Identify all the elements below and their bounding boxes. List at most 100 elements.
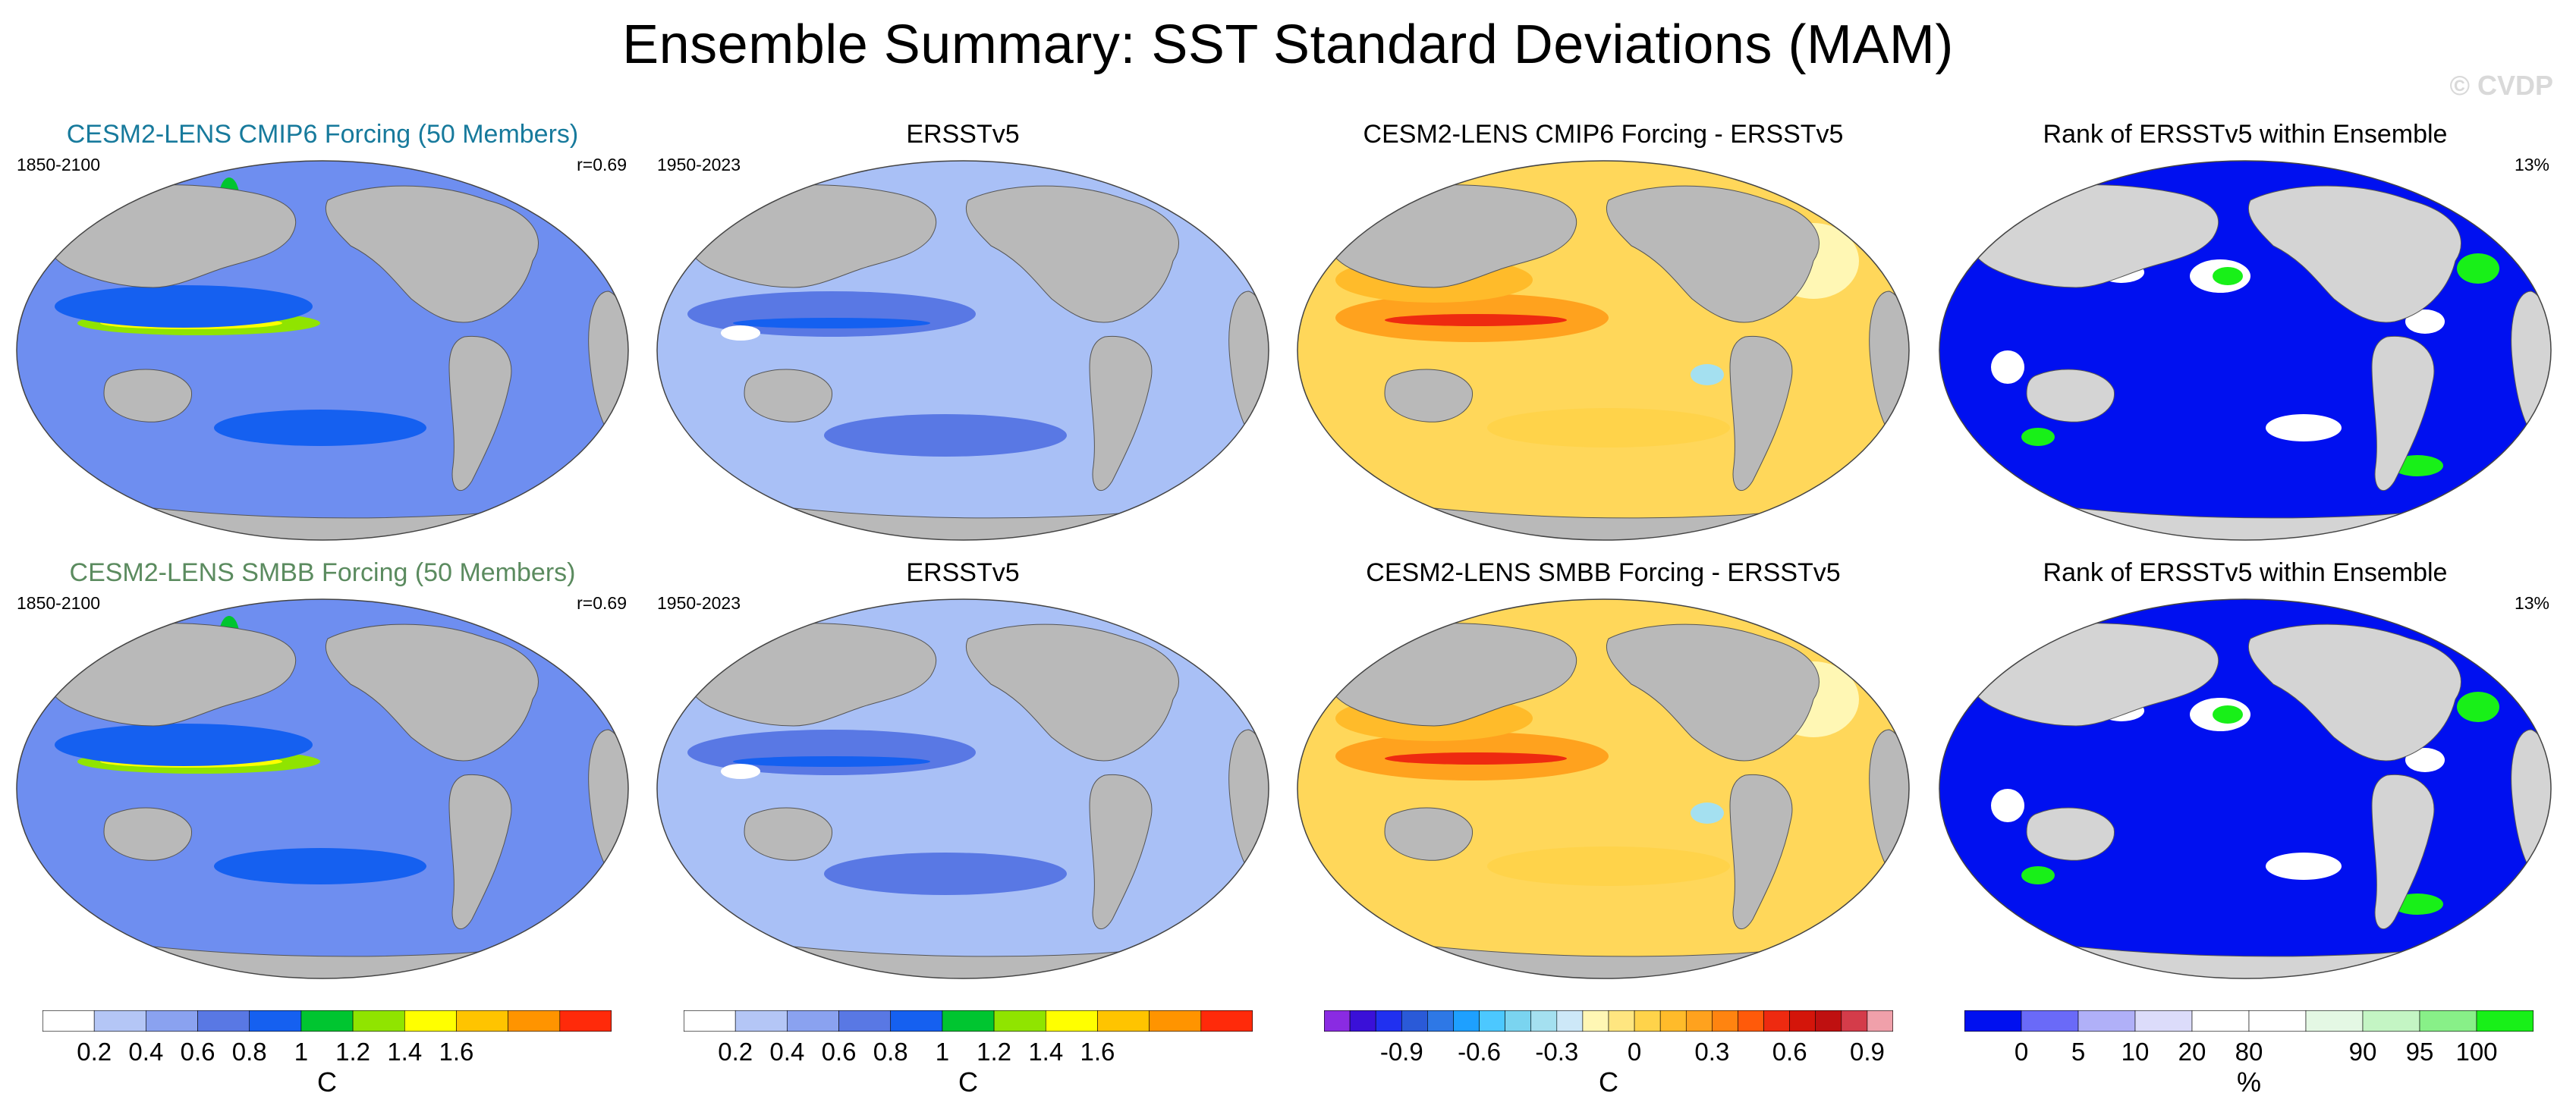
colorbar-swatch: [197, 1010, 250, 1032]
colorbar-tick-label: 1.6: [439, 1038, 474, 1066]
panel-title: CESM2-LENS CMIP6 Forcing (50 Members): [66, 120, 579, 149]
colorbar-tick-label: 20: [2178, 1038, 2206, 1066]
colorbar-swatch: [993, 1010, 1046, 1032]
tropical-pacific: [55, 724, 313, 766]
colorbar-swatch: [93, 1010, 146, 1032]
land-north-america: [965, 185, 1179, 323]
rank-green-1: [2213, 267, 2243, 285]
land-south-america: [1089, 774, 1153, 930]
sst-map: [16, 598, 629, 979]
tropical-pacific: [55, 285, 313, 328]
globe-outline: [656, 598, 1269, 979]
negative-patch: [1691, 364, 1724, 385]
colorbar-diff: -0.9 -0.6 -0.3 0 0.3 0.6 0.9 C: [1324, 1010, 1893, 1101]
southern-band: [824, 414, 1067, 457]
colorbar-tick-label: 1: [935, 1038, 950, 1066]
colorbar-tick-label: 0.2: [718, 1038, 753, 1066]
southern-band: [824, 853, 1067, 895]
colorbar-swatches: [1964, 1010, 2534, 1032]
colorbar-swatch: [838, 1010, 892, 1032]
map-layer: [1939, 161, 2551, 540]
southern-diff: [1487, 846, 1730, 886]
colorbar-swatch: [1045, 1010, 1098, 1032]
colorbar-swatch: [1712, 1010, 1738, 1032]
panel-obs-sd: ERSSTv5 1950-2023: [642, 120, 1284, 545]
rank-white-4: [2266, 853, 2342, 880]
colorbar-swatch: [1375, 1010, 1402, 1032]
panel-correlation: r=0.69: [577, 593, 627, 613]
colorbar-tick-label: 0.2: [77, 1038, 112, 1066]
colorbar-swatch: [1763, 1010, 1790, 1032]
land-australia: [1384, 369, 1473, 422]
land-north-america: [965, 623, 1179, 762]
land-australia: [103, 807, 192, 861]
colorbar-swatch: [684, 1010, 736, 1032]
colorbar-tick-label: -0.9: [1379, 1038, 1423, 1066]
rank-white-5: [1991, 789, 2024, 822]
warm-pool-low: [721, 764, 760, 779]
rank-green-2: [2457, 692, 2499, 722]
panel-title: Rank of ERSSTv5 within Ensemble: [2043, 120, 2448, 149]
colorbar-swatch: [1479, 1010, 1505, 1032]
colorbar-swatch: [1634, 1010, 1661, 1032]
colorbar-tick-label: 0.6: [1772, 1038, 1807, 1066]
equatorial-core: [733, 756, 930, 767]
colorbar-swatch: [508, 1010, 561, 1032]
colorbar-swatch: [1200, 1010, 1253, 1032]
colorbar-unit: C: [317, 1066, 337, 1098]
land-south-america: [2371, 335, 2435, 492]
colorbar-swatch: [942, 1010, 995, 1032]
panel-smbb-sd: CESM2-LENS SMBB Forcing (50 Members) 185…: [2, 558, 643, 983]
rank-white-5: [1991, 350, 2024, 384]
globe-outline: [656, 160, 1269, 541]
colorbar-swatch: [42, 1010, 95, 1032]
colorbar-tick-label: 0.4: [769, 1038, 805, 1066]
colorbar-unit: %: [2236, 1066, 2262, 1098]
colorbar-swatch: [2134, 1010, 2193, 1032]
map-layer: [17, 599, 628, 978]
land-australia: [103, 369, 192, 422]
colorbar-swatch: [1582, 1010, 1609, 1032]
colorbar-swatch: [2419, 1010, 2477, 1032]
colorbar-swatch: [1556, 1010, 1584, 1032]
colorbar-swatch: [2191, 1010, 2250, 1032]
colorbar-swatch: [2305, 1010, 2364, 1032]
southern-diff: [1487, 408, 1730, 448]
colorbar-swatch: [2021, 1010, 2079, 1032]
equatorial-core: [733, 318, 930, 328]
colorbar-tick-label: -0.3: [1535, 1038, 1579, 1066]
colorbar-tick-label: 1.4: [387, 1038, 423, 1066]
sst-map: [1939, 160, 2552, 541]
globe-outline: [1297, 598, 1910, 979]
figure-title: Ensemble Summary: SST Standard Deviation…: [622, 14, 1954, 75]
sst-map: [656, 160, 1269, 541]
colorbar-swatch: [1738, 1010, 1764, 1032]
colorbar-swatches: [684, 1010, 1253, 1032]
land-north-america: [2247, 185, 2461, 323]
panel-rank-percent: 13%: [2514, 155, 2549, 174]
colorbar-swatch: [1149, 1010, 1202, 1032]
warm-pool-low: [721, 325, 760, 341]
colorbar-rank: 0 5 10 20 80 90 95 100%: [1964, 1010, 2534, 1101]
map-layer: [657, 161, 1269, 540]
colorbar-tick-label: 0: [2014, 1038, 2029, 1066]
land-south-america: [1729, 774, 1793, 930]
equatorial-diff: [1385, 752, 1567, 765]
land-north-america: [1606, 185, 1820, 323]
land-australia: [744, 807, 832, 861]
colorbar-tick-label: 0.6: [821, 1038, 857, 1066]
land-australia: [1384, 807, 1473, 861]
panel-cmip6-sd: CESM2-LENS CMIP6 Forcing (50 Members) 18…: [2, 120, 643, 545]
colorbar-tick-label: 80: [2235, 1038, 2263, 1066]
colorbar-swatch: [1867, 1010, 1893, 1032]
colorbar-unit: C: [1599, 1066, 1618, 1098]
land-south-america: [2371, 774, 2435, 930]
colorbar-swatch: [404, 1010, 457, 1032]
colorbar-swatch: [1097, 1010, 1150, 1032]
colorbar-swatch: [249, 1010, 302, 1032]
colorbar-swatch: [1964, 1010, 2022, 1032]
colorbar-tick-label: 0.8: [873, 1038, 908, 1066]
colorbar-swatch: [1685, 1010, 1713, 1032]
colorbar-tick-label: 0.3: [1694, 1038, 1730, 1066]
rank-white-3: [2405, 748, 2445, 772]
